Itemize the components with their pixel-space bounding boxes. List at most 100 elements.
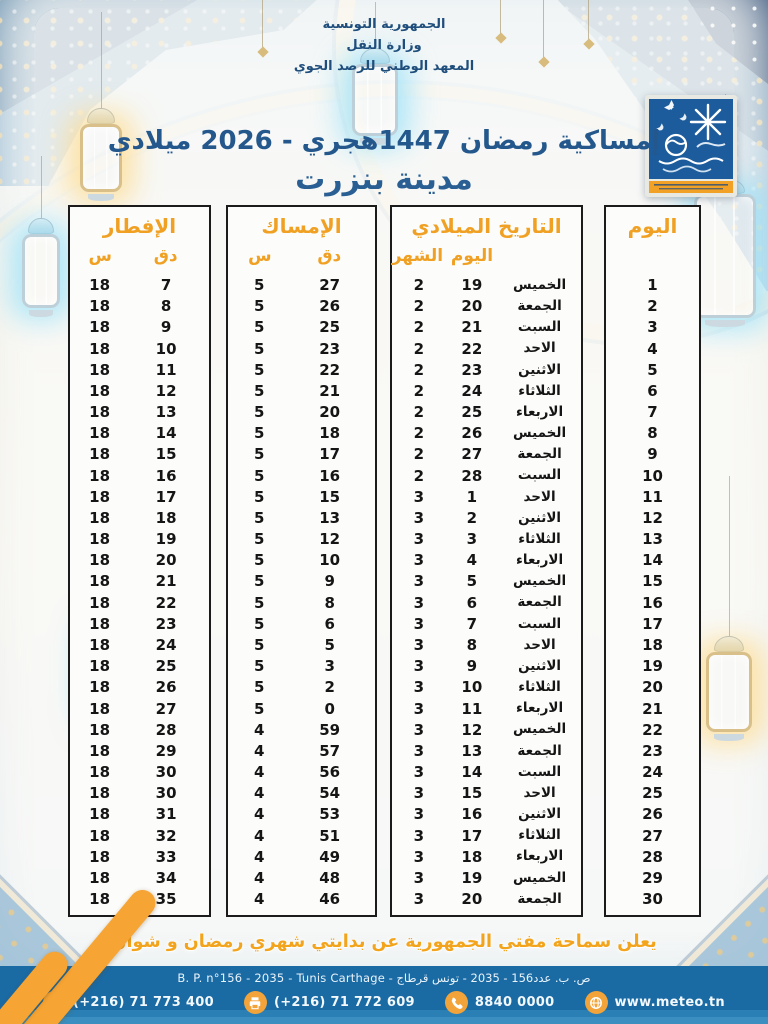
cell-iftar_h: 18 [89,339,111,358]
table-row: 4 48 [231,868,372,889]
table-row: 18 26 [73,677,206,698]
table-row: 5 17 [231,444,372,465]
table-row: 3 8 الاحد [395,635,578,656]
table-row: 18 10 [73,339,206,360]
cell-weekday: الخميس [513,721,567,738]
iftar-rows: 18 7 18 8 18 9 18 10 18 11 18 12 18 13 18 14 18 15 18 16 18 1… [73,275,206,910]
table-row: 2 23 الاثنين [395,360,578,381]
table-row: 6 [609,381,696,402]
table-row: 4 59 [231,720,372,741]
cell-weekday: الجمعة [517,298,562,314]
table-row: 15 [609,571,696,592]
table-row: 5 16 [231,466,372,487]
table-row: 3 16 الاثنين [395,804,578,825]
cell-iftar_h: 18 [89,699,111,718]
table-row: 18 29 [73,741,206,762]
inm-logo-art [649,99,733,193]
table-row: 18 20 [73,550,206,571]
month-label: الشهر [391,246,444,266]
hours-label: س [88,246,112,266]
cell-day: 20 [642,678,663,697]
lantern-icon [22,156,60,317]
lantern-icon [694,94,756,327]
cell-iftar_m: 17 [155,487,177,506]
cell-gmonth: 2 [413,360,424,379]
table-row: 18 [609,635,696,656]
cell-gday: 12 [461,720,483,739]
table-row: 2 24 الثلاثاء [395,381,578,402]
cell-weekday: الثلاثاء [518,382,561,399]
cell-imsak_h: 5 [253,636,265,654]
cell-iftar_m: 7 [160,276,172,295]
cell-imsak_h: 4 [253,868,265,887]
cell-weekday: الثلاثاء [518,679,561,696]
cell-day: 5 [647,360,658,379]
cell-imsak_h: 5 [253,678,265,697]
table-row: 3 [609,317,696,338]
cell-gmonth: 3 [413,678,424,697]
cell-weekday: الجمعة [517,446,562,463]
cell-gday: 8 [466,636,478,654]
table-row: 18 11 [73,360,206,381]
cell-gmonth: 2 [413,445,424,464]
cell-imsak_h: 5 [253,551,265,570]
cell-day: 1 [647,276,658,295]
weekday-label-spacer [501,248,577,265]
cell-weekday: الخميس [513,425,567,442]
cell-imsak_h: 5 [253,339,265,358]
cell-gday: 1 [466,487,478,506]
cell-iftar_h: 18 [89,487,111,506]
table-row: 18 30 [73,783,206,804]
org-line-republic: الجمهورية التونسية [322,17,446,32]
table-row: 5 27 [231,275,372,296]
table-row: 18 33 [73,847,206,868]
cell-iftar_h: 18 [89,657,111,676]
table-row: 28 [609,847,696,868]
cell-gmonth: 3 [413,593,424,612]
cell-iftar_h: 18 [89,636,111,654]
cell-gday: 2 [466,508,478,527]
table-row: 5 22 [231,360,372,381]
cell-imsak_m: 21 [319,381,341,400]
cell-imsak_m: 8 [324,593,335,612]
table-row: 2 26 الخميس [395,423,578,444]
table-row: 18 35 [73,889,206,910]
cell-iftar_m: 30 [155,763,177,782]
cell-iftar_h: 18 [89,614,111,633]
cell-day: 9 [647,445,658,464]
hours-label: س [248,246,272,266]
table-row: 25 [609,783,696,804]
table-row: 26 [609,804,696,825]
hanging-ornament [262,0,263,48]
cell-iftar_m: 14 [155,424,177,443]
cell-gday: 18 [461,847,483,866]
cell-gday: 26 [461,424,483,443]
cell-iftar_h: 18 [89,826,111,845]
table-row: 9 [609,444,696,465]
cell-gday: 5 [466,572,478,591]
cell-iftar_m: 20 [155,551,177,570]
cell-weekday: السبت [517,319,562,336]
handset-icon [444,991,468,1014]
cell-weekday: الجمعة [517,890,562,907]
table-row: 18 30 [73,762,206,783]
cell-gday: 27 [461,445,483,464]
table-row: 20 [609,677,696,698]
table-row: 18 16 [73,466,206,487]
website-contact: www.meteo.tn [584,991,725,1014]
cell-imsak_h: 5 [253,381,265,400]
cell-day: 8 [647,424,658,443]
imsak-subheader: س دق [232,248,371,265]
cell-weekday: الخميس [513,573,567,590]
cell-iftar_m: 34 [155,868,177,887]
hanging-ornament [588,0,589,40]
cell-iftar_m: 26 [155,678,177,697]
cell-imsak_m: 59 [319,720,341,739]
cell-day: 11 [642,487,663,506]
cell-gday: 7 [466,614,478,633]
cell-weekday: الاحد [523,340,556,357]
cell-weekday: الثلاثاء [518,530,561,547]
cell-iftar_m: 35 [155,890,177,909]
